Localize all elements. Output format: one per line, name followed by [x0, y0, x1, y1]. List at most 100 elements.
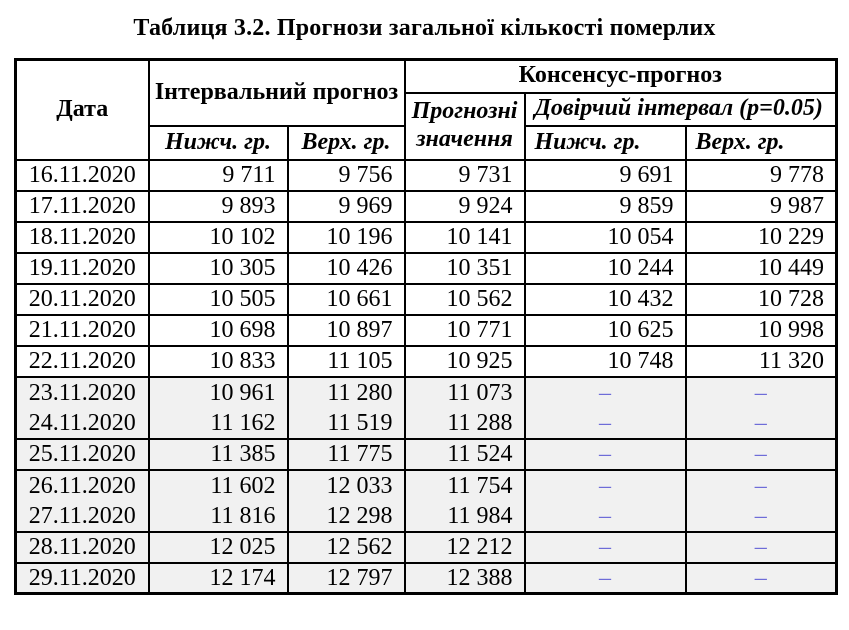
- ci-upper-cell: –: [684, 375, 838, 409]
- interval-upper-cell: 10 426: [286, 251, 406, 285]
- header-row-3: Нижч. гр. Верх. гр. Нижч. гр. Верх. гр.: [16, 124, 838, 161]
- header-row-1: Дата Інтервальний прогноз Консенсус-прог…: [14, 58, 838, 161]
- table-row: 27.11.2020 11 816 12 298 11 984 – –: [14, 500, 838, 533]
- forecast-table: Дата Інтервальний прогноз Консенсус-прог…: [14, 58, 839, 595]
- ci-lower-cell: 9 691: [523, 158, 687, 192]
- ci-lower-cell: 10 054: [523, 220, 687, 254]
- table-row: 29.11.2020 12 174 12 797 12 388 – –: [14, 561, 838, 595]
- ci-lower-cell: –: [523, 561, 687, 595]
- interval-lower-cell: 10 505: [147, 282, 289, 316]
- interval-upper-cell: 11 105: [286, 344, 406, 378]
- date-cell: 18.11.2020: [14, 220, 150, 254]
- ci-upper-cell: –: [684, 437, 838, 471]
- table-row: 26.11.2020 11 602 12 033 11 754 – –: [14, 468, 838, 502]
- interval-lower-cell: 11 816: [147, 500, 289, 533]
- ci-upper-cell: –: [684, 407, 838, 440]
- table-row: 17.11.2020 9 893 9 969 9 924 9 859 9 987: [14, 189, 838, 223]
- ci-upper-cell: –: [684, 500, 838, 533]
- interval-upper-cell: 10 897: [286, 313, 406, 347]
- date-cell: 17.11.2020: [14, 189, 150, 223]
- ci-upper-cell: 11 320: [684, 344, 838, 378]
- table-row: 28.11.2020 12 025 12 562 12 212 – –: [14, 530, 838, 564]
- interval-lower-cell: 10 833: [147, 344, 289, 378]
- header-consensus-forecast: Консенсус-прогноз: [403, 58, 838, 94]
- header-interval-lower: Нижч. гр.: [147, 124, 289, 161]
- table-row: 21.11.2020 10 698 10 897 10 771 10 625 1…: [14, 313, 838, 347]
- date-cell: 26.11.2020: [14, 468, 150, 502]
- header-forecast-values: Прогнозні значення: [403, 91, 526, 161]
- date-cell: 28.11.2020: [14, 530, 150, 564]
- interval-lower-cell: 12 025: [147, 530, 289, 564]
- ci-upper-cell: 10 449: [684, 251, 838, 285]
- date-cell: 29.11.2020: [14, 561, 150, 595]
- ci-upper-cell: –: [684, 530, 838, 564]
- interval-lower-cell: 12 174: [147, 561, 289, 595]
- ci-lower-cell: –: [523, 437, 687, 471]
- ci-upper-cell: 10 229: [684, 220, 838, 254]
- ci-lower-cell: 10 748: [523, 344, 687, 378]
- interval-lower-cell: 11 162: [147, 407, 289, 440]
- date-cell: 23.11.2020: [14, 375, 150, 409]
- consensus-value-cell: 9 731: [403, 158, 526, 192]
- consensus-value-cell: 10 562: [403, 282, 526, 316]
- ci-upper-cell: 10 728: [684, 282, 838, 316]
- ci-lower-cell: 10 625: [523, 313, 687, 347]
- table-header: Дата Інтервальний прогноз Консенсус-прог…: [14, 58, 838, 161]
- table-row: 19.11.2020 10 305 10 426 10 351 10 244 1…: [14, 251, 838, 285]
- interval-lower-cell: 10 961: [147, 375, 289, 409]
- ci-lower-cell: 10 244: [523, 251, 687, 285]
- interval-lower-cell: 10 305: [147, 251, 289, 285]
- table-row: 16.11.2020 9 711 9 756 9 731 9 691 9 778: [14, 158, 838, 192]
- ci-lower-cell: –: [523, 530, 687, 564]
- header-ci-upper: Верх. гр.: [684, 124, 838, 161]
- consensus-value-cell: 9 924: [403, 189, 526, 223]
- table-body: 16.11.2020 9 711 9 756 9 731 9 691 9 778…: [14, 158, 838, 595]
- ci-upper-cell: –: [684, 561, 838, 595]
- date-cell: 22.11.2020: [14, 344, 150, 378]
- date-cell: 20.11.2020: [14, 282, 150, 316]
- ci-upper-cell: 9 778: [684, 158, 838, 192]
- ci-lower-cell: –: [523, 468, 687, 502]
- interval-lower-cell: 9 711: [147, 158, 289, 192]
- interval-upper-cell: 12 298: [286, 500, 406, 533]
- date-cell: 24.11.2020: [14, 407, 150, 440]
- interval-upper-cell: 11 280: [286, 375, 406, 409]
- date-cell: 16.11.2020: [14, 158, 150, 192]
- interval-lower-cell: 10 102: [147, 220, 289, 254]
- table-row: 22.11.2020 10 833 11 105 10 925 10 748 1…: [14, 344, 838, 378]
- header-interval-upper: Верх. гр.: [286, 124, 406, 161]
- header-confidence-interval: Довірчий інтервал (p=0.05): [523, 91, 838, 127]
- interval-upper-cell: 10 661: [286, 282, 406, 316]
- consensus-value-cell: 11 984: [403, 500, 526, 533]
- consensus-value-cell: 11 288: [403, 407, 526, 440]
- consensus-value-cell: 10 141: [403, 220, 526, 254]
- consensus-value-cell: 11 524: [403, 437, 526, 471]
- table-row: 24.11.2020 11 162 11 519 11 288 – –: [14, 407, 838, 440]
- table-row: 18.11.2020 10 102 10 196 10 141 10 054 1…: [14, 220, 838, 254]
- consensus-value-cell: 12 388: [403, 561, 526, 595]
- ci-lower-cell: –: [523, 407, 687, 440]
- interval-lower-cell: 9 893: [147, 189, 289, 223]
- interval-upper-cell: 12 797: [286, 561, 406, 595]
- interval-upper-cell: 12 562: [286, 530, 406, 564]
- header-ci-lower: Нижч. гр.: [523, 124, 687, 161]
- ci-lower-cell: 9 859: [523, 189, 687, 223]
- date-cell: 21.11.2020: [14, 313, 150, 347]
- table-row: 20.11.2020 10 505 10 661 10 562 10 432 1…: [14, 282, 838, 316]
- ci-upper-cell: 10 998: [684, 313, 838, 347]
- consensus-value-cell: 10 925: [403, 344, 526, 378]
- interval-lower-cell: 11 385: [147, 437, 289, 471]
- ci-upper-cell: 9 987: [684, 189, 838, 223]
- consensus-value-cell: 12 212: [403, 530, 526, 564]
- ci-lower-cell: –: [523, 375, 687, 409]
- header-interval-forecast: Інтервальний прогноз: [147, 58, 406, 127]
- ci-lower-cell: –: [523, 500, 687, 533]
- ci-lower-cell: 10 432: [523, 282, 687, 316]
- header-date: Дата: [14, 58, 150, 161]
- interval-upper-cell: 12 033: [286, 468, 406, 502]
- interval-upper-cell: 11 519: [286, 407, 406, 440]
- interval-lower-cell: 10 698: [147, 313, 289, 347]
- consensus-value-cell: 11 073: [403, 375, 526, 409]
- consensus-value-cell: 10 771: [403, 313, 526, 347]
- page-title: Таблиця 3.2. Прогнози загальної кількост…: [133, 15, 716, 41]
